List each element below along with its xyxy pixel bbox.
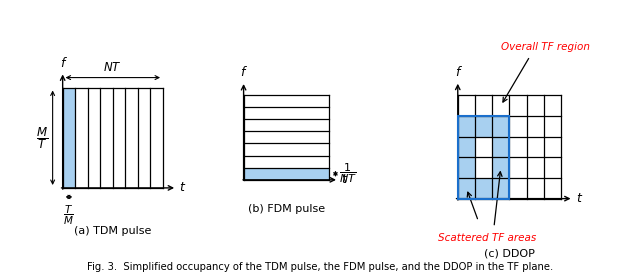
Bar	[458, 157, 475, 178]
Text: $\dfrac{1}{NT}$: $\dfrac{1}{NT}$	[339, 162, 356, 186]
Bar	[492, 116, 509, 137]
Bar	[475, 116, 492, 137]
Text: $\dfrac{T}{M}$: $\dfrac{T}{M}$	[63, 204, 74, 227]
Bar	[458, 178, 475, 199]
Text: Fig. 3.  Simplified occupancy of the TDM pulse, the FDM pulse, and the DDOP in t: Fig. 3. Simplified occupancy of the TDM …	[87, 262, 553, 272]
Text: $t$: $t$	[340, 173, 348, 186]
Text: Scattered TF areas: Scattered TF areas	[438, 233, 536, 243]
Bar	[63, 88, 76, 188]
Bar	[492, 157, 509, 178]
Text: (a) TDM pulse: (a) TDM pulse	[74, 226, 152, 236]
Bar	[244, 168, 329, 180]
Text: $NT$: $NT$	[104, 60, 122, 74]
Text: $f$: $f$	[241, 65, 248, 79]
Text: (c) DDOP: (c) DDOP	[484, 248, 535, 258]
Bar	[492, 178, 509, 199]
Bar	[458, 116, 475, 137]
Bar	[475, 178, 492, 199]
Text: (b) FDM pulse: (b) FDM pulse	[248, 204, 324, 214]
Text: $t$: $t$	[179, 182, 186, 194]
Bar	[458, 116, 509, 199]
Bar	[458, 137, 475, 157]
Bar	[492, 137, 509, 157]
Text: $f$: $f$	[455, 65, 463, 79]
Text: Overall TF region: Overall TF region	[501, 42, 590, 52]
Text: $\dfrac{M}{T}$: $\dfrac{M}{T}$	[36, 125, 49, 151]
Text: $f$: $f$	[60, 56, 68, 70]
Text: $t$: $t$	[575, 192, 583, 205]
